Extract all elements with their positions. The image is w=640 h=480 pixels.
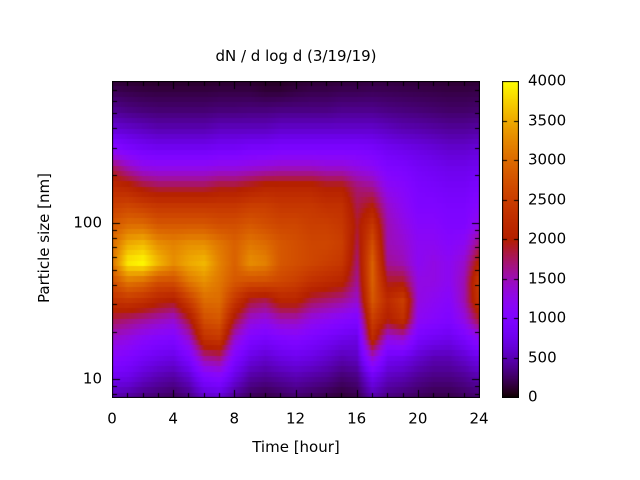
colorbar-tick-label: 4000 [528,71,567,90]
y-tick-label: 100 [73,213,102,231]
x-tick-label: 12 [285,409,306,428]
colorbar-tick-label: 3500 [528,111,567,129]
y-tick-label: 10 [82,369,102,388]
y-axis-label: Particle size [nm] [35,173,53,303]
x-tick-label: 0 [107,409,117,428]
x-tick-label: 16 [347,409,367,428]
colorbar-tick-label: 500 [528,348,557,366]
colorbar-tick-label: 2500 [528,190,567,208]
x-tick-label: 8 [229,409,240,428]
colorbar-tick-label: 0 [528,387,538,406]
colorbar-tick-label: 3000 [528,150,567,169]
x-tick-label: 20 [408,409,428,428]
heatmap-canvas [112,81,480,398]
x-tick-label: 24 [469,409,489,428]
colorbar-tick-label: 1500 [528,269,567,287]
x-axis-label: Time [hour] [252,438,340,456]
chart-title: dN / d log d (3/19/19) [215,47,377,65]
colorbar-tick-label: 1000 [528,308,567,327]
colorbar-canvas [502,81,519,398]
x-tick-label: 4 [168,409,178,428]
colorbar-tick-label: 2000 [528,229,567,248]
